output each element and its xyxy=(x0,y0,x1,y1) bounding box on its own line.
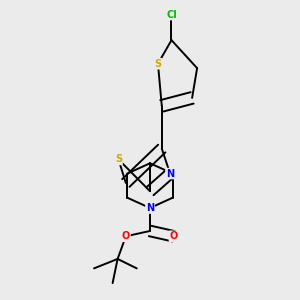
Text: N: N xyxy=(166,169,174,178)
Text: S: S xyxy=(154,59,161,69)
Text: O: O xyxy=(169,231,178,241)
Text: N: N xyxy=(146,203,154,213)
Text: S: S xyxy=(115,154,122,164)
Text: Cl: Cl xyxy=(166,10,177,20)
Text: O: O xyxy=(122,231,130,241)
